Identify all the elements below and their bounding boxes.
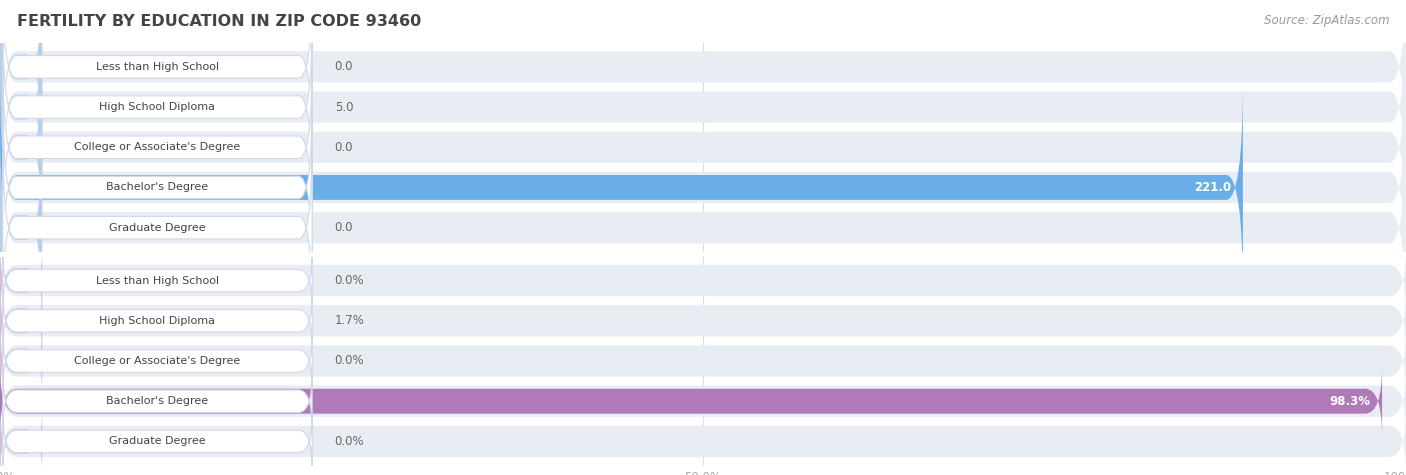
- FancyBboxPatch shape: [0, 245, 42, 316]
- FancyBboxPatch shape: [0, 328, 1406, 394]
- Text: 1.7%: 1.7%: [335, 314, 364, 327]
- Text: 0.0: 0.0: [335, 141, 353, 154]
- Text: 0.0%: 0.0%: [335, 435, 364, 448]
- FancyBboxPatch shape: [3, 414, 312, 469]
- FancyBboxPatch shape: [0, 369, 1406, 434]
- FancyBboxPatch shape: [0, 123, 1406, 332]
- FancyBboxPatch shape: [3, 142, 312, 313]
- FancyBboxPatch shape: [3, 333, 312, 389]
- Text: 0.0: 0.0: [335, 221, 353, 234]
- FancyBboxPatch shape: [3, 294, 312, 348]
- FancyBboxPatch shape: [0, 39, 42, 256]
- FancyBboxPatch shape: [0, 2, 1406, 212]
- FancyBboxPatch shape: [0, 285, 42, 357]
- FancyBboxPatch shape: [3, 253, 312, 308]
- Text: Bachelor's Degree: Bachelor's Degree: [107, 182, 208, 192]
- FancyBboxPatch shape: [0, 0, 42, 215]
- Text: 0.0%: 0.0%: [335, 274, 364, 287]
- FancyBboxPatch shape: [0, 409, 1406, 474]
- Text: 221.0: 221.0: [1195, 181, 1232, 194]
- Text: High School Diploma: High School Diploma: [100, 102, 215, 112]
- FancyBboxPatch shape: [0, 0, 42, 175]
- Text: Graduate Degree: Graduate Degree: [110, 223, 205, 233]
- FancyBboxPatch shape: [0, 42, 1406, 252]
- FancyBboxPatch shape: [3, 102, 312, 273]
- Text: Source: ZipAtlas.com: Source: ZipAtlas.com: [1264, 14, 1389, 27]
- Text: College or Associate's Degree: College or Associate's Degree: [75, 142, 240, 152]
- Text: FERTILITY BY EDUCATION IN ZIP CODE 93460: FERTILITY BY EDUCATION IN ZIP CODE 93460: [17, 14, 422, 29]
- FancyBboxPatch shape: [0, 288, 1406, 353]
- FancyBboxPatch shape: [0, 406, 42, 475]
- FancyBboxPatch shape: [0, 79, 1243, 295]
- FancyBboxPatch shape: [0, 325, 42, 397]
- Text: Bachelor's Degree: Bachelor's Degree: [107, 396, 208, 406]
- FancyBboxPatch shape: [3, 62, 312, 232]
- FancyBboxPatch shape: [0, 83, 1406, 292]
- Text: 0.0%: 0.0%: [335, 354, 364, 368]
- Text: 98.3%: 98.3%: [1330, 395, 1371, 408]
- FancyBboxPatch shape: [3, 0, 312, 152]
- FancyBboxPatch shape: [0, 120, 42, 336]
- Text: College or Associate's Degree: College or Associate's Degree: [75, 356, 240, 366]
- Text: 5.0: 5.0: [335, 101, 353, 114]
- FancyBboxPatch shape: [0, 0, 1406, 172]
- FancyBboxPatch shape: [3, 22, 312, 192]
- Text: Graduate Degree: Graduate Degree: [110, 437, 205, 446]
- Text: Less than High School: Less than High School: [96, 62, 219, 72]
- FancyBboxPatch shape: [0, 248, 1406, 313]
- Text: Less than High School: Less than High School: [96, 276, 219, 285]
- Text: 0.0: 0.0: [335, 60, 353, 73]
- FancyBboxPatch shape: [3, 374, 312, 428]
- FancyBboxPatch shape: [0, 365, 1382, 437]
- Text: High School Diploma: High School Diploma: [100, 316, 215, 326]
